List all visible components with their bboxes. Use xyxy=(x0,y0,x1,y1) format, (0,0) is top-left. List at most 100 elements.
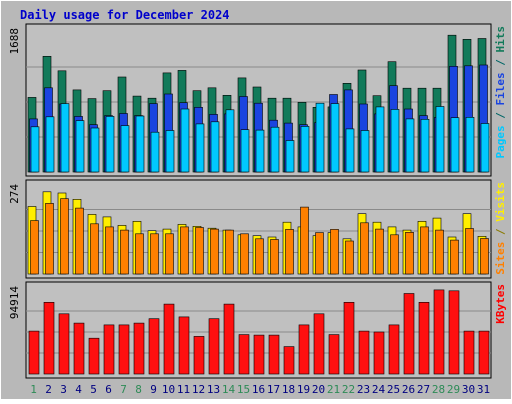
day-label-5: 5 xyxy=(90,383,97,396)
bar-hits-pages-8 xyxy=(135,115,145,173)
bar-kbytes-kbytes-8 xyxy=(133,322,145,375)
bar-hits-pages-12 xyxy=(195,123,205,173)
bar-kbytes-kbytes-18 xyxy=(283,346,295,375)
bar-hits-pages-9 xyxy=(150,131,160,173)
bar-kbytes-kbytes-13 xyxy=(208,318,220,375)
bar-hits-pages-23 xyxy=(360,130,370,173)
day-label-30: 30 xyxy=(462,383,475,396)
bar-kbytes-kbytes-5 xyxy=(88,337,100,375)
bar-visits-sites-22 xyxy=(345,240,354,275)
bar-visits-sites-23 xyxy=(360,222,369,275)
bar-kbytes-kbytes-2 xyxy=(43,301,55,375)
bar-kbytes-kbytes-21 xyxy=(328,334,340,375)
panel-visits-legend-item: / xyxy=(494,222,507,242)
bar-hits-pages-13 xyxy=(210,121,220,173)
bar-hits-pages-7 xyxy=(120,125,130,173)
day-label-15: 15 xyxy=(237,383,250,396)
bar-kbytes-kbytes-30 xyxy=(463,330,475,375)
bar-visits-sites-20 xyxy=(315,232,324,275)
day-label-3: 3 xyxy=(60,383,67,396)
panel-visits-legend-item: Visits xyxy=(494,182,507,222)
bar-hits-pages-27 xyxy=(420,119,430,173)
bar-visits-sites-29 xyxy=(450,239,459,275)
bar-hits-pages-21 xyxy=(330,103,340,173)
bar-kbytes-kbytes-25 xyxy=(388,324,400,375)
bar-visits-sites-31 xyxy=(480,238,489,275)
bar-kbytes-kbytes-1 xyxy=(28,330,40,375)
day-label-2: 2 xyxy=(45,383,52,396)
bar-hits-pages-29 xyxy=(450,117,460,173)
day-label-21: 21 xyxy=(327,383,340,396)
day-label-7: 7 xyxy=(120,383,127,396)
bar-visits-sites-8 xyxy=(135,233,144,275)
panels: 1688 Pages / Files / Hits 274 Sites / Visit… xyxy=(8,23,507,379)
bar-kbytes-kbytes-23 xyxy=(358,330,370,375)
bar-hits-pages-14 xyxy=(225,109,235,173)
bar-kbytes-kbytes-6 xyxy=(103,324,115,375)
bar-hits-pages-24 xyxy=(375,106,385,173)
panel-kbytes: 94914 KBytes xyxy=(8,281,507,379)
bar-hits-pages-30 xyxy=(465,117,475,173)
panel-kbytes-max-label: 94914 xyxy=(8,286,21,319)
bar-visits-sites-24 xyxy=(375,228,384,275)
day-label-16: 16 xyxy=(252,383,265,396)
day-label-9: 9 xyxy=(150,383,157,396)
bar-visits-sites-12 xyxy=(195,227,204,275)
day-label-19: 19 xyxy=(297,383,310,396)
bar-kbytes-kbytes-28 xyxy=(433,289,445,375)
bar-hits-pages-26 xyxy=(405,118,415,173)
bar-visits-sites-16 xyxy=(255,238,264,275)
bar-hits-pages-31 xyxy=(480,123,490,173)
day-label-8: 8 xyxy=(135,383,142,396)
bar-kbytes-kbytes-14 xyxy=(223,303,235,375)
day-label-10: 10 xyxy=(162,383,175,396)
bar-hits-pages-3 xyxy=(60,103,70,173)
bar-hits-pages-4 xyxy=(75,120,85,173)
day-label-18: 18 xyxy=(282,383,295,396)
day-label-29: 29 xyxy=(447,383,460,396)
panel-kbytes-legend: KBytes xyxy=(494,284,507,324)
day-label-26: 26 xyxy=(402,383,415,396)
day-label-6: 6 xyxy=(105,383,112,396)
bar-hits-pages-22 xyxy=(345,128,355,173)
bar-kbytes-kbytes-17 xyxy=(268,334,280,375)
bar-kbytes-kbytes-11 xyxy=(178,316,190,375)
bar-hits-pages-10 xyxy=(165,130,175,173)
bar-kbytes-kbytes-4 xyxy=(73,322,85,375)
day-labels: 1 2 3 4 5 6 7 8 9 10 11 12 13 14 15 16 17 18 19 20 21 22 23 24 2… xyxy=(30,383,490,396)
bar-kbytes-kbytes-29 xyxy=(448,290,460,375)
day-label-14: 14 xyxy=(222,383,236,396)
bar-visits-sites-1 xyxy=(30,220,39,275)
bar-kbytes-kbytes-22 xyxy=(343,301,355,375)
bar-kbytes-kbytes-26 xyxy=(403,293,415,375)
bar-kbytes-kbytes-19 xyxy=(298,324,310,375)
day-label-20: 20 xyxy=(312,383,325,396)
bar-hits-pages-5 xyxy=(90,127,100,173)
bar-visits-sites-4 xyxy=(75,207,84,275)
bar-hits-pages-11 xyxy=(180,108,190,173)
day-label-27: 27 xyxy=(417,383,430,396)
day-label-4: 4 xyxy=(75,383,82,396)
bar-visits-sites-28 xyxy=(435,229,444,275)
bar-visits-sites-25 xyxy=(390,234,399,275)
bar-kbytes-kbytes-3 xyxy=(58,313,70,375)
bar-kbytes-kbytes-27 xyxy=(418,301,430,375)
day-label-28: 28 xyxy=(432,383,445,396)
bar-kbytes-kbytes-9 xyxy=(148,318,160,375)
bar-hits-pages-20 xyxy=(315,102,325,173)
bar-hits-pages-28 xyxy=(435,106,445,173)
panel-visits-legend-item: Sites xyxy=(494,242,507,275)
bar-visits-sites-10 xyxy=(165,233,174,275)
day-label-11: 11 xyxy=(177,383,190,396)
panel-kbytes-legend-item: KBytes xyxy=(494,284,507,324)
bar-hits-pages-15 xyxy=(240,129,250,173)
panel-hits-legend-item: Files xyxy=(494,72,507,105)
bar-kbytes-kbytes-7 xyxy=(118,324,130,375)
bar-kbytes-kbytes-10 xyxy=(163,303,175,375)
panel-hits: 1688 Pages / Files / Hits xyxy=(8,23,507,177)
day-label-25: 25 xyxy=(387,383,400,396)
bar-visits-sites-11 xyxy=(180,226,189,275)
bar-hits-pages-2 xyxy=(45,116,55,173)
